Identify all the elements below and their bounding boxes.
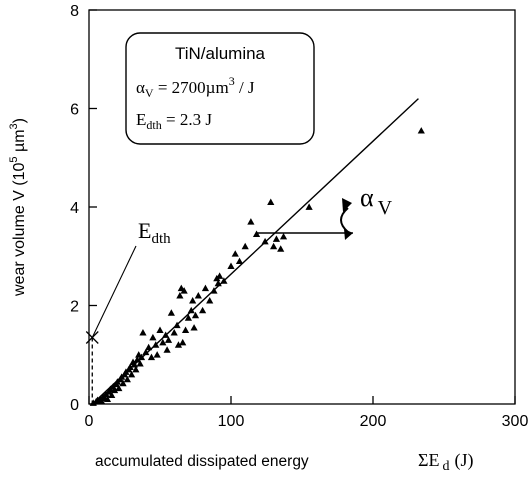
data-point — [98, 397, 106, 405]
data-point — [156, 326, 164, 334]
data-point — [119, 379, 127, 387]
x-axis-label: accumulated dissipated energy — [95, 453, 309, 470]
data-point — [108, 391, 116, 399]
data-point — [227, 262, 235, 269]
y-tick-label: 6 — [70, 102, 79, 119]
data-point — [267, 198, 275, 205]
data-point — [190, 324, 198, 331]
data-point — [261, 237, 269, 245]
data-point — [279, 232, 288, 240]
data-point — [201, 284, 210, 292]
x-axis-symbol: ΣE d (J) — [418, 450, 473, 474]
data-point — [142, 348, 150, 356]
data-point — [305, 203, 313, 210]
data-point — [270, 242, 278, 250]
data-point — [181, 326, 190, 334]
data-point — [184, 314, 192, 321]
info-box-alpha: αV = 2700µm3 / J — [136, 74, 255, 100]
data-point — [137, 353, 146, 361]
data-point — [235, 257, 244, 265]
data-point — [247, 218, 255, 225]
info-box-title: TiN/alumina — [175, 44, 266, 63]
x-axis-ticks: 0 100 200 300 — [85, 396, 529, 430]
y-tick-label: 4 — [70, 200, 79, 217]
data-point — [162, 331, 170, 338]
data-point — [241, 242, 249, 250]
data-point — [220, 277, 228, 284]
data-point — [147, 353, 156, 361]
data-point — [110, 386, 119, 394]
data-point — [115, 384, 123, 392]
data-point — [103, 395, 112, 402]
data-point — [170, 328, 178, 336]
edth-annotation: Edth — [138, 218, 171, 247]
data-point — [132, 365, 140, 373]
slope-arrowhead-top — [342, 198, 352, 212]
x-tick-label: 200 — [360, 413, 387, 430]
y-tick-label: 2 — [70, 299, 79, 316]
data-point — [179, 338, 187, 346]
data-point — [173, 321, 181, 329]
data-point — [191, 311, 200, 319]
data-point — [206, 296, 214, 304]
y-tick-label: 0 — [70, 397, 79, 414]
data-point — [231, 250, 239, 257]
slope-arc-arrow — [340, 207, 349, 233]
y-axis-ticks: 0 2 4 6 8 — [70, 3, 97, 414]
data-point — [136, 360, 144, 367]
data-point — [176, 292, 184, 299]
y-tick-label: 8 — [70, 3, 79, 20]
data-point — [149, 333, 157, 341]
data-point — [126, 363, 134, 370]
info-box-edth: Edth = 2.3 J — [136, 110, 212, 132]
data-point — [417, 127, 425, 134]
data-point — [189, 296, 197, 304]
data-point — [216, 272, 224, 279]
data-point — [128, 370, 136, 378]
x-tick-label: 0 — [85, 413, 94, 430]
y-axis-label: wear volume V (105 µm3) — [8, 118, 28, 297]
data-point — [130, 361, 139, 368]
data-point — [210, 287, 218, 294]
data-point — [139, 328, 147, 336]
x-tick-label: 300 — [502, 413, 529, 430]
data-point — [187, 306, 195, 314]
data-point — [159, 338, 167, 346]
data-point — [145, 343, 153, 351]
data-point — [133, 356, 141, 363]
data-point — [199, 306, 207, 314]
data-point — [167, 309, 175, 316]
info-box — [125, 32, 315, 145]
data-point — [153, 351, 161, 358]
data-point — [123, 375, 131, 383]
data-point — [180, 287, 188, 294]
data-points — [89, 127, 425, 406]
data-point — [272, 235, 281, 242]
slope-arrowhead-bottom — [344, 229, 353, 240]
data-point — [164, 336, 173, 343]
data-point — [152, 341, 160, 348]
data-point — [194, 292, 202, 299]
x-tick-label: 100 — [218, 413, 245, 430]
data-point — [163, 346, 171, 353]
data-point — [174, 341, 183, 348]
data-point — [252, 230, 261, 237]
data-point — [277, 245, 285, 252]
data-point — [214, 279, 222, 287]
edth-leader-line — [91, 245, 137, 338]
